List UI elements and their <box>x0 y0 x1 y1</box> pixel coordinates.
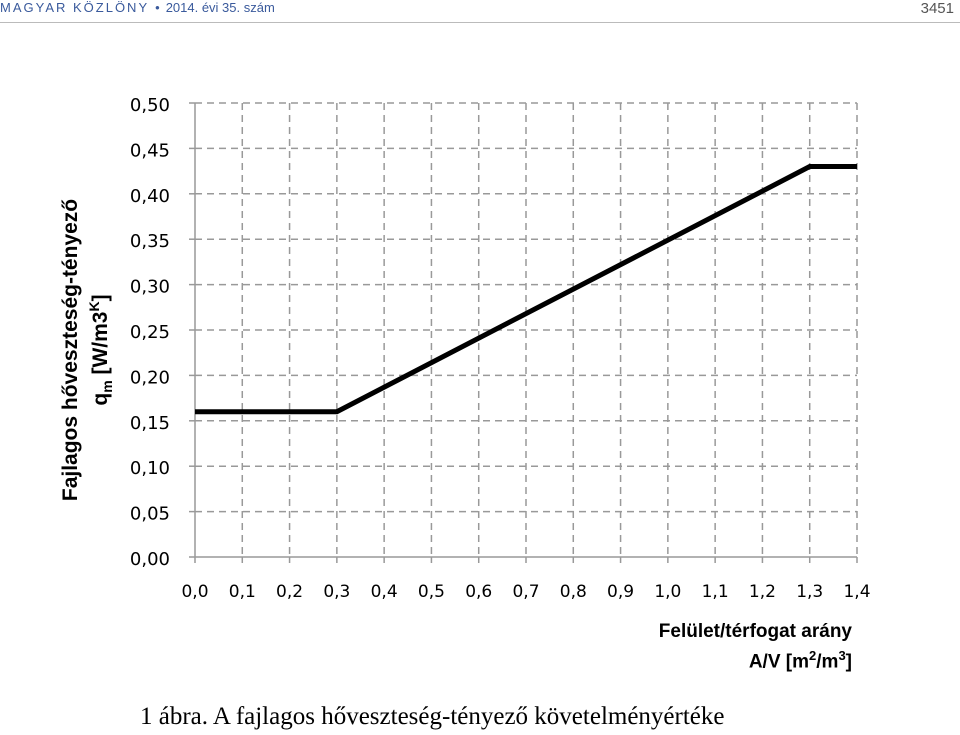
x-tick-label: 1,0 <box>654 582 681 602</box>
issue-label: 2014. évi 35. szám <box>165 0 275 15</box>
y-tick-label: 0,50 <box>130 95 170 116</box>
x-axis-ticks: 0,0 0,1 0,2 0,3 0,4 0,5 0,6 0,7 0,8 0,9 1,0 1,1 1,2 1… <box>181 582 870 602</box>
line-chart: 0,00 0,05 0,10 0,15 0,20 0,25 0,30 0,35 0,40 0,45… <box>59 95 871 602</box>
y-tick-label: 0,30 <box>130 277 170 298</box>
page-number: 3451 <box>920 0 954 17</box>
x-tick-label: 0,5 <box>418 582 445 602</box>
journal-header: MAGYAR KÖZLÖNY • 2014. évi 35. szám <box>0 0 275 15</box>
x-tick-label: 1,4 <box>843 582 870 602</box>
chart-series <box>195 164 857 415</box>
y-tick-label: 0,40 <box>130 186 170 207</box>
header-separator: • <box>155 0 160 15</box>
x-tick-label: 0,7 <box>512 582 539 602</box>
x-tick-label: 0,0 <box>181 582 208 602</box>
y-tick-label: 0,00 <box>130 549 170 570</box>
x-tick-label: 0,4 <box>371 582 398 602</box>
x-tick-label: 0,6 <box>465 582 492 602</box>
chart-axes <box>189 102 858 563</box>
y-axis-ticks: 0,00 0,05 0,10 0,15 0,20 0,25 0,30 0,35 0,40 0,45… <box>130 95 170 570</box>
y-tick-label: 0,45 <box>130 140 170 161</box>
x-axis-label: Felület/térfogat arány A/V [m2/m3] <box>659 620 852 674</box>
y-tick-label: 0,05 <box>130 504 170 525</box>
y-tick-label: 0,25 <box>130 322 170 343</box>
x-tick-label: 1,2 <box>749 582 776 602</box>
series-line <box>195 164 857 415</box>
x-tick-label: 0,2 <box>276 582 303 602</box>
x-tick-label: 1,3 <box>796 582 823 602</box>
x-axis-label-line2: A/V [m2/m3] <box>748 648 852 673</box>
publication-name: MAGYAR KÖZLÖNY <box>0 0 150 15</box>
y-axis-label-line2: qm [W/m3K] <box>86 294 115 405</box>
x-tick-label: 0,8 <box>560 582 587 602</box>
y-tick-label: 0,15 <box>130 413 170 434</box>
y-tick-label: 0,20 <box>130 367 170 388</box>
x-axis-label-line1: Felület/térfogat arány <box>658 621 852 642</box>
x-tick-label: 0,9 <box>607 582 634 602</box>
y-tick-label: 0,10 <box>130 458 170 479</box>
x-tick-label: 0,1 <box>229 582 256 602</box>
chart-grid <box>195 102 858 557</box>
figure-caption: 1 ábra. A fajlagos hőveszteség-tényező k… <box>140 703 725 730</box>
y-axis-label: Fajlagos hőveszteség-tényező qm [W/m3K] <box>59 199 115 501</box>
header-divider <box>0 22 960 23</box>
y-axis-label-line1: Fajlagos hőveszteség-tényező <box>59 199 82 501</box>
x-tick-label: 0,3 <box>323 582 350 602</box>
y-tick-label: 0,35 <box>130 231 170 252</box>
x-tick-label: 1,1 <box>702 582 729 602</box>
